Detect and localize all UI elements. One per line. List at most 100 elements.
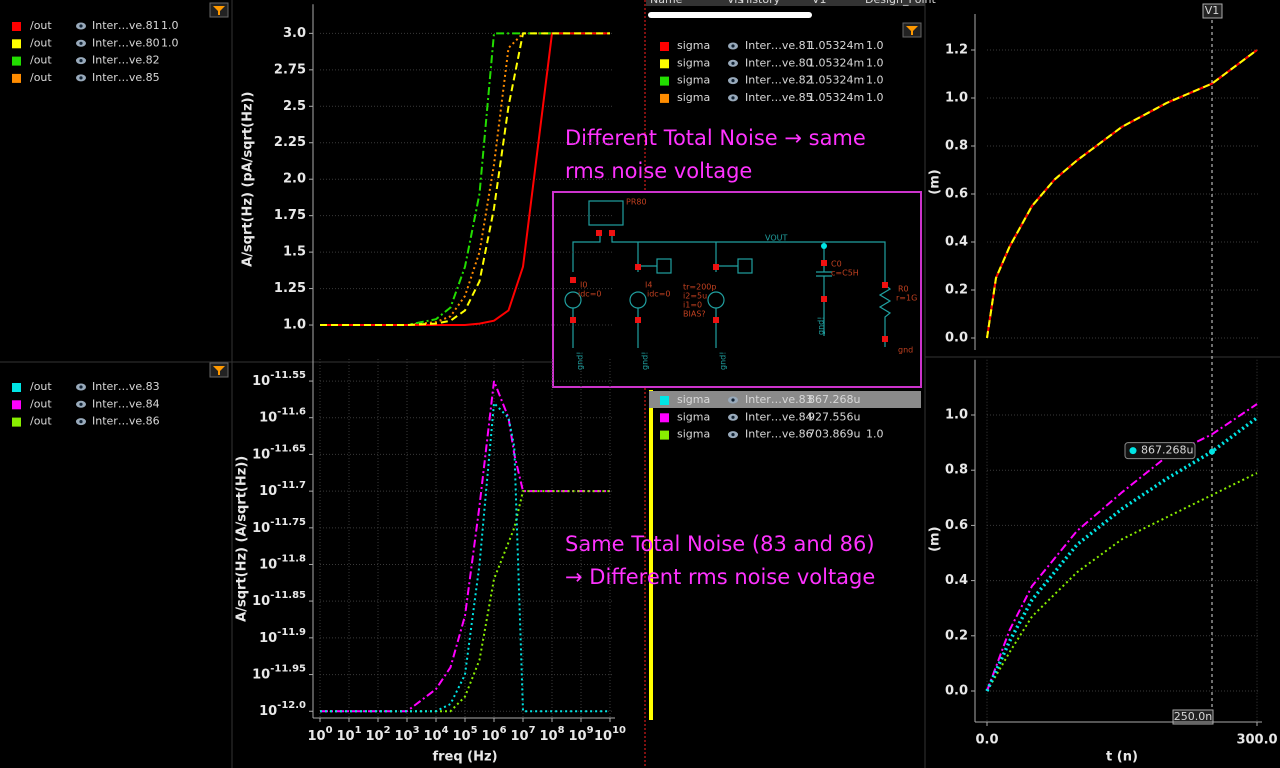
legend-extra: 1.0 [866,39,884,52]
annotation: → Different rms noise voltage [565,565,875,589]
visibility-icon [731,61,735,65]
legend-swatch [12,383,21,392]
marker-label: 867.268u [1141,444,1193,457]
scrollbar[interactable] [648,12,812,18]
legend-signal: /out [30,36,52,49]
legend-value: 703.869u [808,428,860,441]
x-tick-label: 109 [568,725,593,744]
legend-name: Inter…ve.80 [92,36,160,49]
column-header: V1 [812,0,827,6]
legend-swatch [12,73,21,83]
filter-button[interactable] [902,22,922,38]
legend-swatch [660,430,669,440]
legend-name: Inter…ve.82 [92,54,160,67]
y-tick-label: 0.8 [945,463,968,478]
x-axis-label: freq (Hz) [432,750,497,765]
schematic-label: i1=0 [683,301,702,310]
y-tick-label: 0.4 [945,235,968,250]
legend-extra: 1.0 [866,428,884,441]
legend-extra: 1.0 [866,56,884,69]
schematic-label: I4 [645,281,652,290]
x-tick-label: 100 [307,725,332,744]
x-tick-label: 300.0 [1236,733,1277,748]
legend-signal: /out [30,397,52,410]
legend-name: Inter…ve.85 [92,71,160,84]
filter-button[interactable] [209,362,229,378]
column-header: Name [650,0,683,6]
y-tick-label: 2.0 [283,172,306,187]
legend-swatch [12,400,21,410]
visibility-icon [79,385,83,389]
legend-name: Inter…ve.86 [745,428,813,441]
legend-name: Inter…ve.83 [745,393,813,406]
marker-tag [1124,442,1196,460]
visibility-icon [731,398,735,402]
x-tick-label: 101 [336,725,361,744]
y-tick-label: 10-11.8 [259,553,306,572]
schematic-label: gnd [898,346,913,355]
schematic-label: gnd! [719,352,728,370]
legend-name: Inter…ve.82 [745,74,813,87]
y-tick-label: 0.0 [945,331,968,346]
series-line [986,49,1258,339]
legend-name: Inter…ve.80 [745,56,813,69]
legend-signal: /out [30,19,52,32]
visibility-icon [731,415,735,419]
y-tick-label: 0.2 [945,283,968,298]
legend-name: Inter…ve.81 [92,19,160,32]
y-tick-label: 2.25 [274,135,306,150]
y-tick-label: 10-11.65 [252,443,306,462]
legend-extra: 1.0 [161,36,179,49]
visibility-icon [79,59,83,63]
plot: 0.0 0.2 0.4 0.6 0.8 1.0 1.2 (m) [928,14,1259,350]
schematic-label: c=C5H [831,269,859,278]
schematic: PR80 VOUT I0 idc=0 I4 idc=0 tr=200p i2=5… [552,191,922,388]
legend-value: 1.05324m [808,56,864,69]
legend-extra: 1.0 [161,19,179,32]
marker-point [1209,448,1215,455]
yellow-bar [649,390,653,720]
x-tick-label: 107 [510,725,535,744]
visibility-icon [79,420,83,424]
legend-swatch [660,59,669,69]
schematic-label: idc=0 [578,290,602,299]
legend-name: Inter…ve.84 [745,410,813,423]
legend-name: Inter…ve.84 [92,397,160,410]
y-tick-label: 10-11.7 [259,480,306,499]
x-tick-label: 0.0 [975,733,998,748]
legend-value: 1.05324m [808,74,864,87]
legend-swatch [660,396,669,405]
schematic-label: gnd! [576,352,585,370]
y-axis-label: (m) [928,169,943,194]
y-tick-label: 1.25 [274,281,306,296]
legend-swatch [12,417,21,427]
schematic-label: idc=0 [647,290,671,299]
series-line [986,472,1258,692]
selected-row[interactable] [649,391,921,408]
legend-name: Inter…ve.83 [92,380,160,393]
legend-signal: /out [30,415,52,428]
column-header: Design_Point [865,0,936,6]
legend-label: sigma [677,393,710,406]
y-tick-label: 1.75 [274,208,306,223]
visibility-icon [79,402,83,406]
cursor-name: V1 [1205,4,1220,17]
schematic-label: r=1G [896,294,917,303]
schematic-label: BIAS? [683,310,706,319]
visibility-icon [79,41,83,45]
schematic-label: gnd! [817,317,826,335]
filter-button[interactable] [209,2,229,18]
y-tick-label: 0.2 [945,628,968,643]
y-tick-label: 10-11.95 [252,664,306,683]
cursor-value: 250.0n [1174,710,1212,723]
y-tick-label: 2.75 [274,62,306,77]
y-tick-label: 0.4 [945,573,968,588]
y-tick-label: 3.0 [283,26,306,41]
visibility-icon [731,433,735,437]
legend-name: Inter…ve.86 [92,415,160,428]
annotation: Different Total Noise → same [565,126,866,150]
y-tick-label: 10-11.9 [259,627,306,646]
visibility-icon [79,76,83,80]
schematic-label: PR80 [626,198,647,207]
